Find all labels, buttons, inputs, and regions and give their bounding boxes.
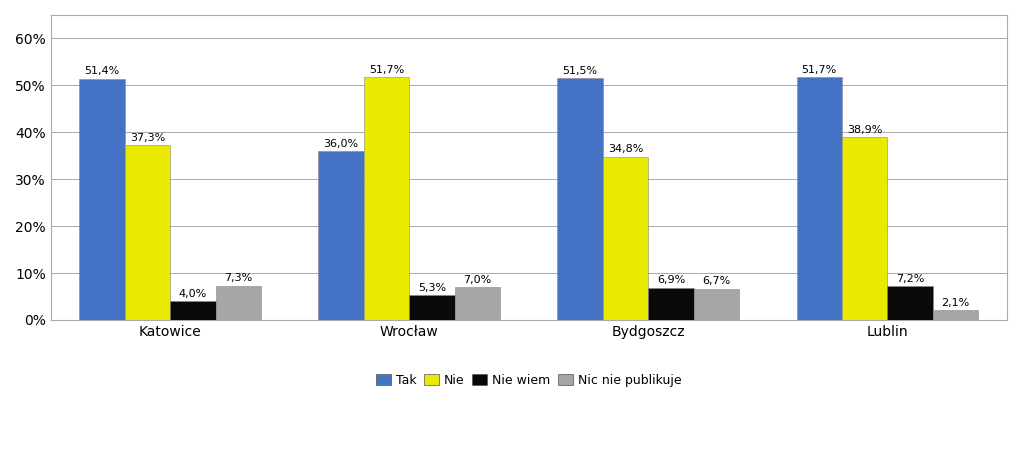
Text: 51,4%: 51,4%: [85, 66, 120, 76]
Bar: [364, 77, 409, 320]
Bar: [80, 79, 125, 320]
Text: 51,5%: 51,5%: [563, 66, 598, 76]
Bar: [694, 288, 739, 320]
Text: 51,7%: 51,7%: [369, 65, 404, 75]
Text: 6,7%: 6,7%: [702, 276, 731, 286]
Text: 7,0%: 7,0%: [463, 275, 492, 285]
Bar: [557, 79, 603, 320]
Text: 4,0%: 4,0%: [179, 289, 207, 299]
Text: 38,9%: 38,9%: [847, 125, 882, 135]
Bar: [887, 286, 933, 320]
Bar: [648, 287, 694, 320]
Text: 36,0%: 36,0%: [324, 139, 359, 149]
Text: 34,8%: 34,8%: [608, 144, 643, 154]
Bar: [603, 157, 648, 320]
Bar: [409, 295, 455, 320]
Text: 51,7%: 51,7%: [801, 65, 837, 75]
Text: 37,3%: 37,3%: [130, 133, 166, 143]
Bar: [933, 310, 978, 320]
Bar: [170, 301, 216, 320]
Text: 6,9%: 6,9%: [657, 275, 685, 285]
Bar: [216, 286, 261, 320]
Text: 7,2%: 7,2%: [896, 274, 924, 284]
Text: 5,3%: 5,3%: [418, 283, 446, 293]
Text: 7,3%: 7,3%: [224, 273, 252, 283]
Bar: [842, 138, 887, 320]
Bar: [796, 77, 842, 320]
Bar: [455, 287, 500, 320]
Legend: Tak, Nie, Nie wiem, Nic nie publikuje: Tak, Nie, Nie wiem, Nic nie publikuje: [371, 369, 687, 392]
Bar: [319, 151, 364, 320]
Text: 2,1%: 2,1%: [941, 298, 970, 308]
Bar: [125, 145, 170, 320]
